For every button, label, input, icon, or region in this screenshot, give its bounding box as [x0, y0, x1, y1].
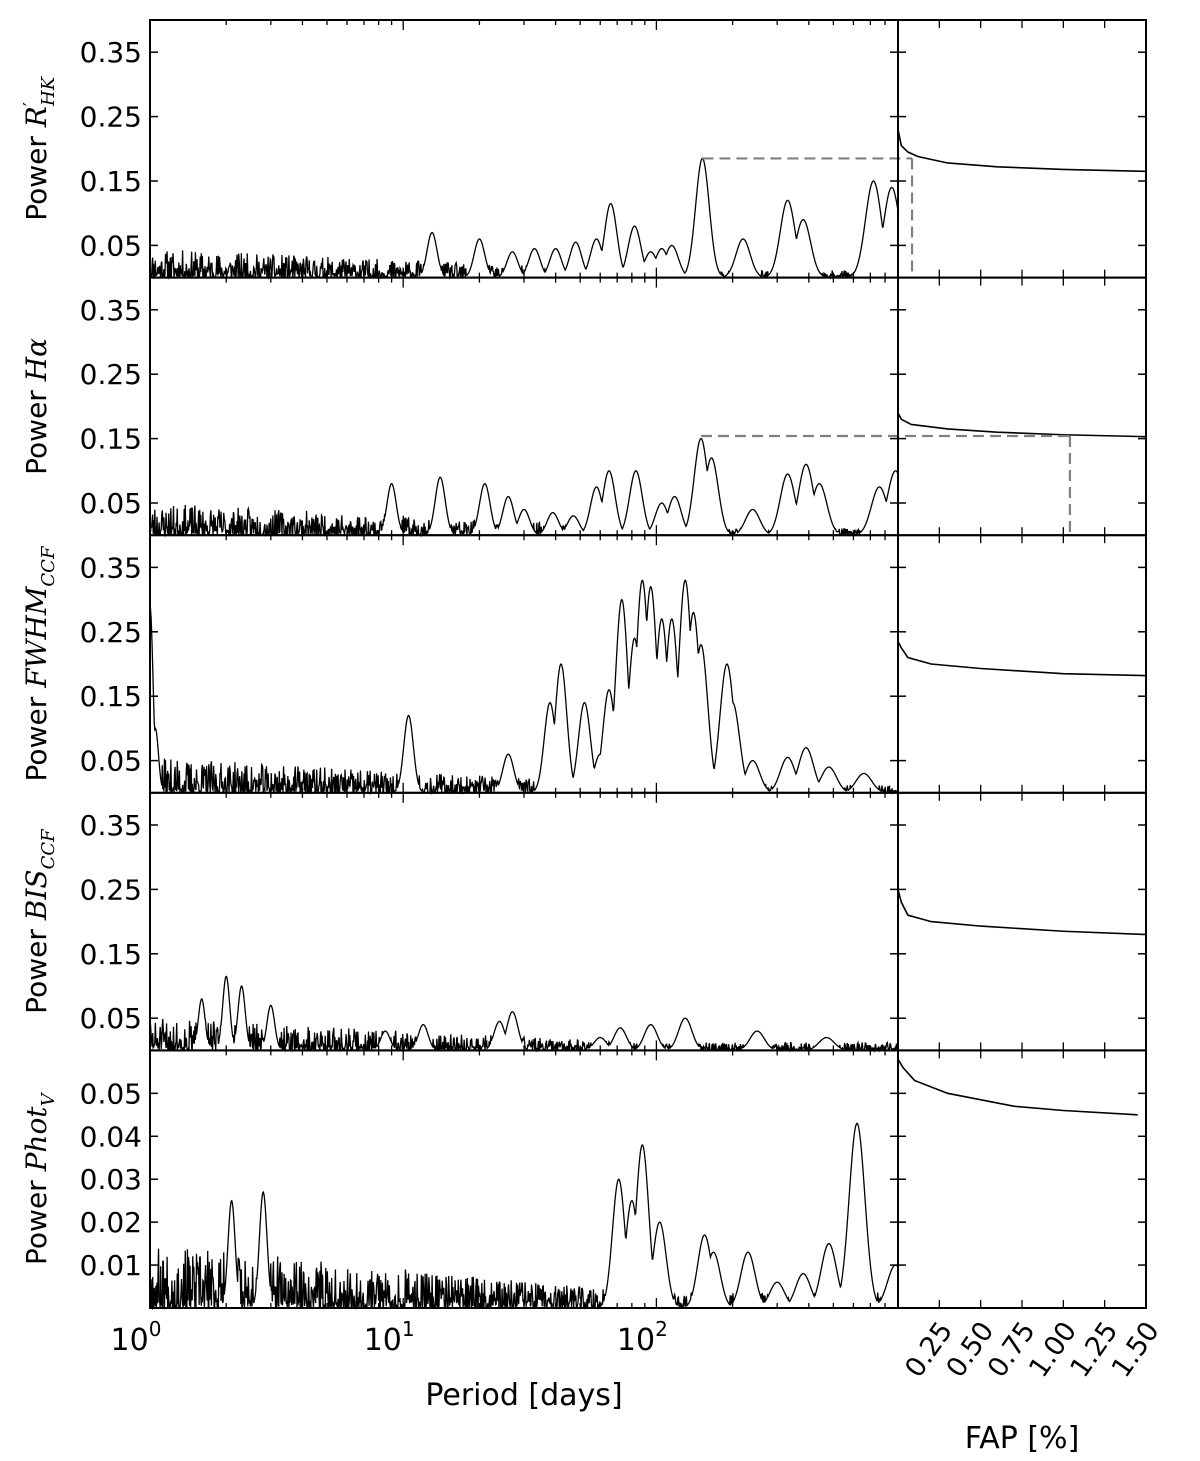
- ytick-label: 0.15: [80, 165, 142, 198]
- ytick-label: 0.05: [80, 745, 142, 778]
- panel-phot: 0.05 0.04 0.03 0.02 0.01 Power PhotV: [20, 1049, 1147, 1311]
- xtick-label: 100: [111, 1317, 162, 1358]
- ylabel-fwhm: Power FWHMCCF: [20, 545, 59, 781]
- periodogram-line-halpha: [149, 437, 899, 538]
- ytick-label: 0.01: [80, 1249, 142, 1282]
- ylabel-rhk: Power R′HK: [20, 75, 59, 220]
- periodogram-line-rhk: [149, 157, 899, 280]
- ytick-label: 0.05: [80, 1077, 142, 1110]
- ytick-label: 0.15: [80, 423, 142, 456]
- ytick-label: 0.25: [80, 873, 142, 906]
- ytick-label: 0.05: [80, 229, 142, 262]
- ytick-label: 0.15: [80, 938, 142, 971]
- x-axis-label: Period [days]: [425, 1378, 622, 1413]
- panel-bis: 0.35 0.25 0.15 0.05 Power BISCCF: [20, 791, 1147, 1053]
- periodogram-line-fwhm: [149, 579, 899, 796]
- periodogram-line-phot: [149, 1122, 899, 1311]
- fap-axis-label: FAP [%]: [965, 1421, 1080, 1456]
- main-axes-frame-phot: [149, 1049, 899, 1310]
- main-axes-frame-rhk: [149, 19, 899, 279]
- ytick-label: 0.35: [80, 294, 142, 327]
- fap-curve-bis: [897, 889, 1147, 936]
- fap-curve-phot: [897, 1058, 1138, 1116]
- ytick-label: 0.35: [80, 551, 142, 584]
- ytick-label: 0.04: [80, 1120, 142, 1153]
- ytick-label: 0.35: [80, 809, 142, 842]
- ylabel-bis: Power BISCCF: [20, 828, 59, 1014]
- ylabel-phot: Power PhotV: [20, 1091, 59, 1265]
- ytick-label: 0.15: [80, 680, 142, 713]
- ylabel-halpha: Power Hα: [20, 338, 53, 475]
- fap-axes-frame-rhk: [897, 19, 1147, 279]
- ytick-label: 0.25: [80, 358, 142, 391]
- fap-axes-frame-halpha: [897, 276, 1147, 537]
- xtick-label: 102: [617, 1317, 668, 1358]
- fap-tick-label: 1.50: [1106, 1316, 1166, 1383]
- fap-curve-halpha: [897, 412, 1147, 438]
- main-axes-frame-bis: [149, 791, 899, 1052]
- periodogram-line-bis: [149, 975, 899, 1053]
- ytick-label: 0.25: [80, 101, 142, 134]
- fap-curve-rhk: [897, 129, 1147, 173]
- main-axes-frame-halpha: [149, 276, 899, 537]
- ytick-label: 0.05: [80, 1002, 142, 1035]
- panel-fwhm: 0.35 0.25 0.15 0.05 Power FWHMCCF: [20, 534, 1147, 796]
- main-axes-frame-fwhm: [149, 534, 899, 794]
- ytick-label: 0.03: [80, 1163, 142, 1196]
- ytick-label: 0.05: [80, 487, 142, 520]
- ytick-label: 0.35: [80, 36, 142, 69]
- ytick-label: 0.25: [80, 616, 142, 649]
- panel-rhk: 0.35 0.25 0.15 0.05 Power R′HK: [20, 19, 1147, 280]
- xtick-label: 101: [364, 1317, 415, 1358]
- ytick-label: 0.02: [80, 1206, 142, 1239]
- fap-curve-fwhm: [897, 641, 1147, 677]
- panel-halpha: 0.35 0.25 0.15 0.05 Power Hα: [20, 276, 1147, 538]
